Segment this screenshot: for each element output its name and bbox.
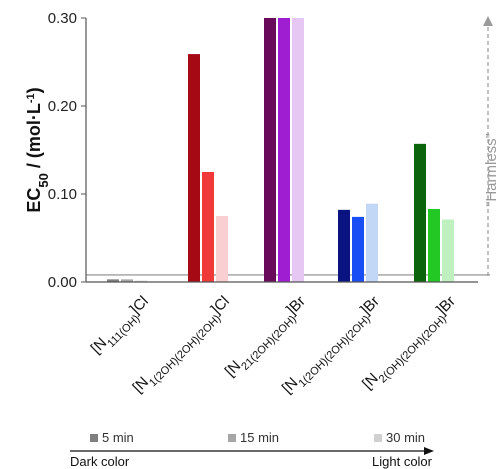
y-tick-label: 0.30 — [48, 10, 77, 27]
color-gradient-arrow-head — [424, 447, 434, 455]
harmless-label: “Harmless” — [483, 133, 500, 206]
y-tick-label: 0.00 — [48, 274, 77, 291]
bar — [216, 216, 228, 282]
bar — [135, 280, 147, 282]
bar — [121, 279, 133, 282]
bar — [202, 172, 214, 282]
bars — [107, 18, 454, 282]
legend-swatch — [228, 434, 236, 442]
legend: 5 min 15 min 30 min Dark color Light color — [70, 430, 434, 469]
bar — [352, 216, 364, 282]
category-label: [N21(2OH)(2OH)]Br — [222, 293, 313, 384]
bar — [442, 219, 454, 282]
light-color-label: Light color — [372, 454, 433, 469]
y-tick-labels: 0.00 0.10 0.20 0.30 — [48, 10, 77, 291]
axes — [81, 17, 478, 283]
bar — [428, 208, 440, 282]
bar — [188, 54, 200, 282]
category-label: [N111(OH)]Cl — [88, 293, 156, 361]
legend-swatch — [374, 434, 382, 442]
bar — [414, 143, 426, 282]
dark-color-label: Dark color — [70, 454, 130, 469]
bar — [278, 18, 290, 282]
bar — [107, 279, 119, 282]
bar — [338, 209, 350, 282]
legend-label: 30 min — [386, 430, 425, 445]
bar — [292, 18, 304, 282]
legend-label: 15 min — [240, 430, 279, 445]
y-tick-label: 0.10 — [48, 186, 77, 203]
y-tick-label: 0.20 — [48, 98, 77, 115]
harmless-arrow-head — [483, 16, 493, 26]
harmless-annotation: “Harmless” — [483, 16, 500, 276]
category-labels: [N111(OH)]Cl[N1(2OH)(2OH)(2OH)]Cl[N21(2O… — [88, 293, 459, 397]
bar — [264, 18, 276, 282]
legend-label: 5 min — [102, 430, 134, 445]
y-axis-label: EC50 / (mol·L-1) — [24, 87, 51, 212]
legend-swatch — [90, 434, 98, 442]
bar — [366, 203, 378, 282]
